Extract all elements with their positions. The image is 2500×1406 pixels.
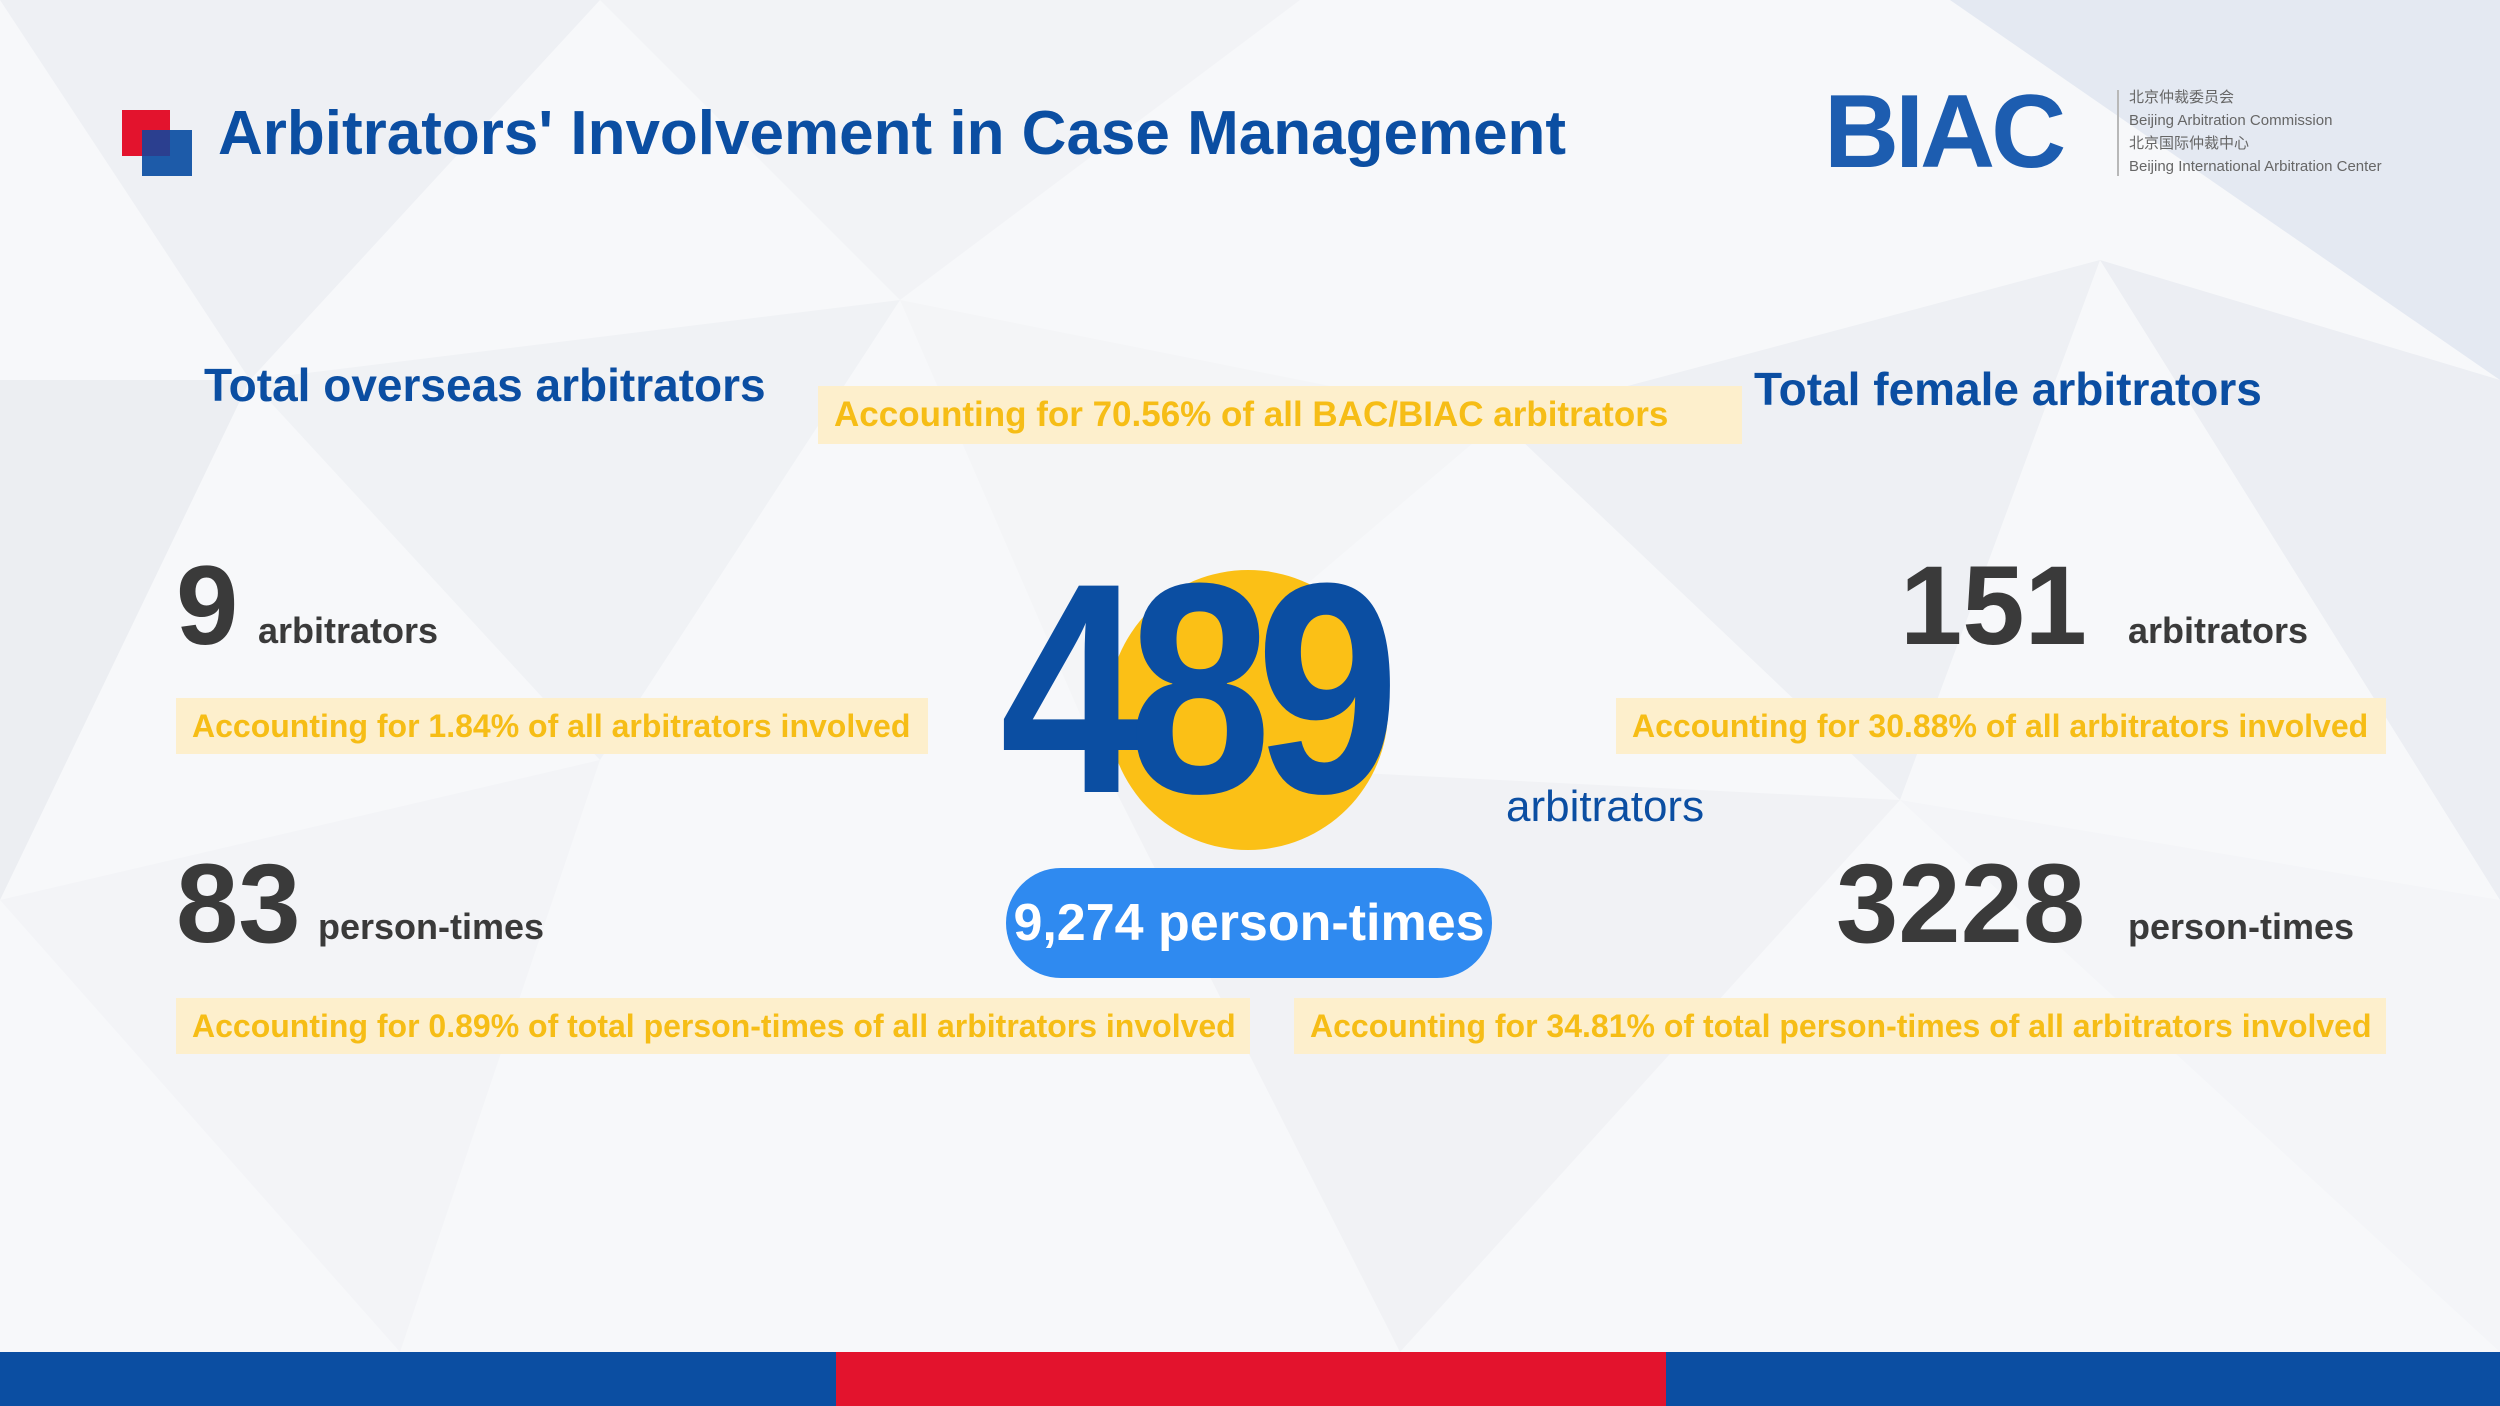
overseas-count-note: Accounting for 1.84% of all arbitrators … bbox=[176, 698, 928, 754]
female-times-note: Accounting for 34.81% of total person-ti… bbox=[1294, 998, 2386, 1054]
overseas-times-unit: person-times bbox=[318, 906, 545, 947]
female-count-note: Accounting for 30.88% of all arbitrators… bbox=[1616, 698, 2386, 754]
center-total-number: 489 bbox=[1000, 520, 1399, 856]
overseas-heading: Total overseas arbitrators bbox=[204, 359, 766, 411]
female-times: 3228 bbox=[1836, 841, 2086, 966]
center-share-note: Accounting for 70.56% of all BAC/BIAC ar… bbox=[818, 386, 1742, 444]
footer-bar-right bbox=[1666, 1352, 2500, 1406]
center-highlight-circle bbox=[1108, 570, 1388, 850]
female-count: 151 bbox=[1900, 543, 2087, 668]
logo-line: 北京国际仲裁中心 bbox=[2129, 135, 2250, 152]
logo-line: Beijing International Arbitration Center bbox=[2129, 158, 2382, 175]
logo-text: 北京仲裁委员会 Beijing Arbitration Commission 北… bbox=[2129, 86, 2382, 178]
footer-bar-middle bbox=[836, 1352, 1666, 1406]
biac-logo: BIAC 北京仲裁委员会 Beijing Arbitration Commiss… bbox=[1824, 74, 2424, 190]
overseas-count-unit: arbitrators bbox=[258, 610, 439, 651]
logo-line: Beijing Arbitration Commission bbox=[2129, 112, 2333, 129]
female-heading: Total female arbitrators bbox=[1754, 363, 2262, 415]
logo-divider bbox=[2117, 90, 2119, 176]
female-times-unit: person-times bbox=[2128, 906, 2355, 947]
female-count-unit: arbitrators bbox=[2128, 610, 2309, 651]
footer-bar-left bbox=[0, 1352, 836, 1406]
center-person-times-pill: 9,274 person-times bbox=[1006, 868, 1492, 978]
center-total-unit: arbitrators bbox=[1506, 782, 1705, 831]
overseas-times-note: Accounting for 0.89% of total person-tim… bbox=[176, 998, 1250, 1054]
logo-line: 北京仲裁委员会 bbox=[2129, 89, 2235, 106]
logo-mark: BIAC bbox=[1824, 74, 2066, 190]
overseas-count: 9 bbox=[176, 543, 239, 668]
title-mark-icon bbox=[122, 110, 192, 176]
page-title: Arbitrators' Involvement in Case Managem… bbox=[218, 99, 1567, 168]
overseas-times: 83 bbox=[176, 841, 301, 966]
